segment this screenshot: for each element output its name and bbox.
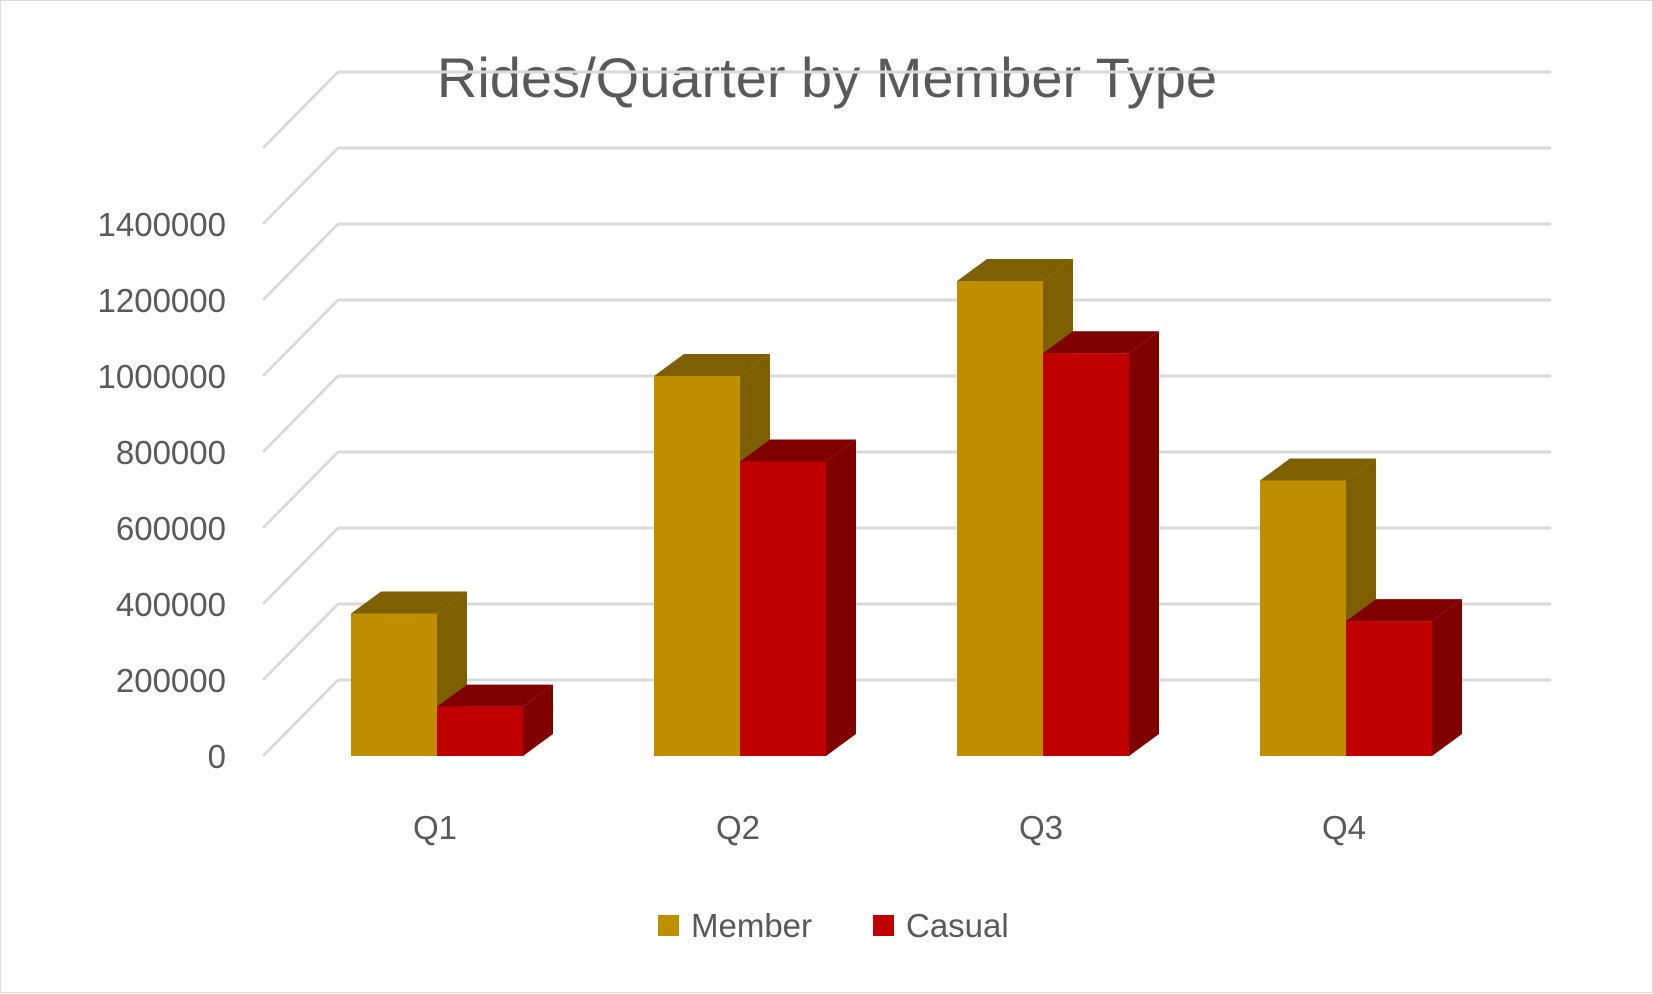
gridline-side — [261, 678, 340, 758]
bar-top — [1346, 599, 1462, 622]
y-tick-label: 800000 — [116, 434, 226, 471]
y-tick-label: 0 — [208, 738, 226, 775]
bar-side — [1432, 599, 1462, 756]
bar-front — [1260, 480, 1346, 756]
bar-front — [437, 706, 523, 756]
y-tick-label: 600000 — [116, 510, 226, 547]
bar-top — [740, 439, 856, 462]
gridline-side — [261, 70, 340, 150]
bar-front — [1043, 353, 1129, 756]
y-axis-ticks: 0 200000 400000 600000 800000 1000000 1200000 1… — [98, 206, 226, 775]
bar-side — [523, 684, 553, 756]
x-tick-label: Q2 — [716, 809, 760, 846]
legend-swatch — [658, 915, 679, 936]
bar-casual-q2 — [740, 439, 856, 756]
x-axis-labels: Q1 Q2 Q3 Q4 — [413, 809, 1366, 846]
bar-casual-q1 — [437, 684, 553, 756]
legend-swatch — [873, 915, 894, 936]
x-tick-label: Q3 — [1019, 809, 1063, 846]
bar-front — [1346, 621, 1432, 756]
gridline-side — [261, 222, 340, 302]
bar-front — [654, 376, 740, 756]
bar-casual-q3 — [1043, 331, 1159, 756]
y-tick-label: 200000 — [116, 662, 226, 699]
legend-item-casual: Casual — [873, 907, 1009, 944]
bar-side — [1129, 331, 1159, 756]
y-tick-label: 1200000 — [98, 282, 226, 319]
x-tick-label: Q4 — [1322, 809, 1366, 846]
gridline-side — [261, 526, 340, 606]
gridline-side — [261, 298, 340, 378]
bars — [351, 259, 1462, 756]
gridline-side — [261, 146, 340, 226]
bar-top — [654, 354, 770, 376]
bar-casual-q4 — [1346, 599, 1462, 756]
gridline-side — [261, 450, 340, 530]
bar-top — [1260, 458, 1376, 481]
bar-top — [437, 684, 553, 707]
gridline-side — [261, 374, 340, 454]
bar-member-q1 — [351, 591, 467, 756]
y-tick-label: 1400000 — [98, 206, 226, 243]
y-tick-label: 1000000 — [98, 358, 226, 395]
legend-item-member: Member — [658, 907, 812, 944]
gridlines — [261, 70, 1551, 758]
bar-top — [957, 259, 1073, 281]
bar-side — [826, 439, 856, 756]
legend-label: Member — [691, 907, 812, 944]
bar-top — [1043, 331, 1159, 354]
legend: Member Casual — [658, 907, 1009, 944]
y-tick-label: 400000 — [116, 586, 226, 623]
gridline-side — [261, 602, 340, 682]
bar-front — [740, 461, 826, 756]
chart-title: Rides/Quarter by Member Type — [437, 46, 1217, 109]
bar-front — [957, 281, 1043, 756]
bar-top — [351, 591, 467, 614]
x-tick-label: Q1 — [413, 809, 457, 846]
bar-front — [351, 613, 437, 756]
legend-label: Casual — [906, 907, 1009, 944]
